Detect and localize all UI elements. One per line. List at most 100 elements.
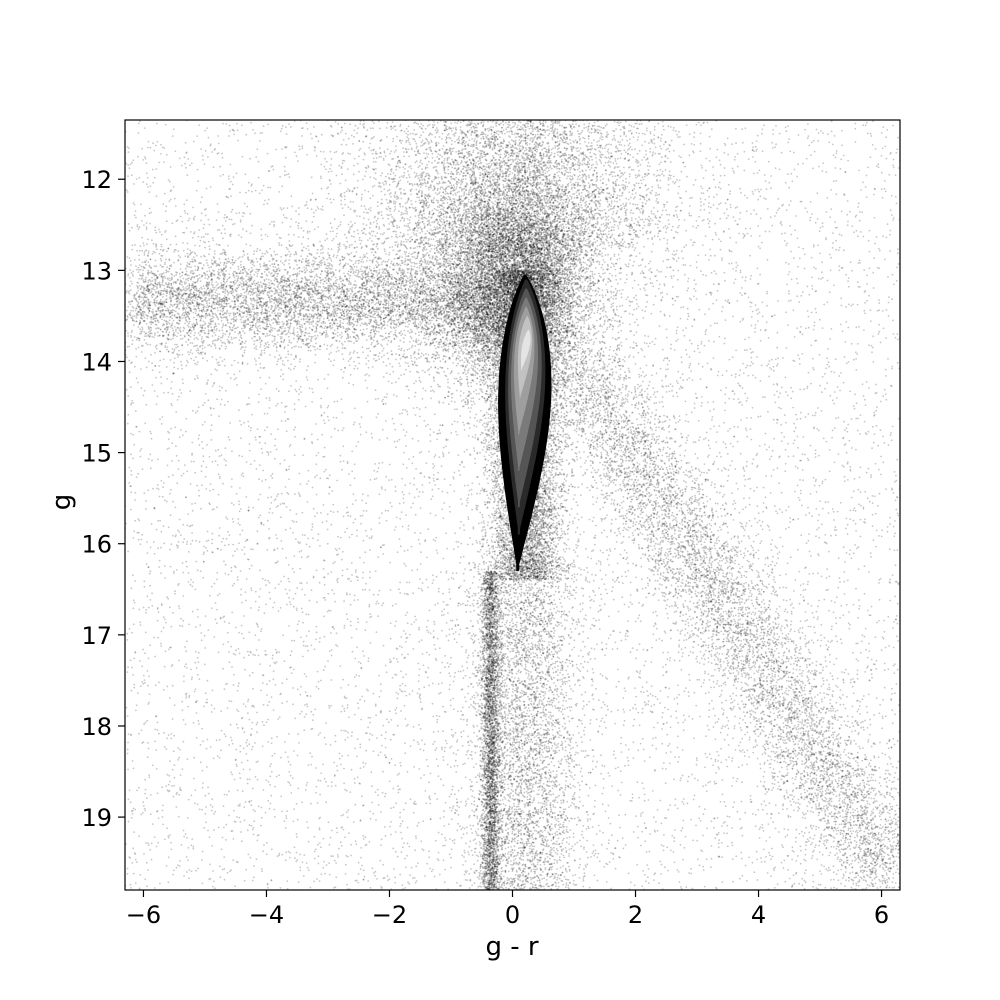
scatter-point — [800, 846, 802, 848]
scatter-point — [721, 842, 723, 844]
scatter-point — [872, 502, 874, 504]
scatter-point — [790, 556, 792, 558]
scatter-point — [761, 824, 763, 826]
scatter-point — [337, 123, 339, 125]
scatter-point — [154, 553, 156, 555]
scatter-point — [274, 587, 276, 589]
scatter-point — [405, 614, 407, 616]
scatter-point — [423, 686, 425, 688]
scatter-point — [737, 382, 739, 384]
scatter-point — [405, 802, 407, 804]
scatter-point — [628, 356, 630, 358]
scatter-point — [580, 611, 582, 613]
scatter-point — [452, 476, 454, 478]
scatter-point — [311, 388, 313, 390]
scatter-point — [249, 824, 251, 826]
scatter-point — [810, 709, 812, 711]
scatter-point — [159, 360, 161, 362]
scatter-point — [199, 245, 201, 247]
scatter-point — [589, 787, 591, 789]
scatter-point — [584, 872, 586, 874]
scatter-point — [579, 670, 581, 672]
scatter-point — [686, 124, 688, 126]
scatter-point — [360, 662, 362, 664]
scatter-point — [250, 122, 252, 124]
scatter-point — [351, 769, 353, 771]
scatter-point — [805, 849, 807, 851]
scatter-point — [599, 605, 601, 607]
scatter-point — [306, 821, 308, 823]
scatter-point — [715, 232, 717, 234]
scatter-point — [320, 405, 322, 407]
scatter-point — [769, 855, 771, 857]
scatter-point — [360, 148, 362, 150]
scatter-point — [207, 680, 209, 682]
scatter-point — [685, 230, 687, 232]
scatter-point — [814, 835, 816, 837]
scatter-point — [348, 224, 350, 226]
scatter-point — [219, 866, 221, 868]
scatter-point — [220, 549, 222, 551]
scatter-point — [832, 247, 834, 249]
scatter-point — [316, 570, 318, 572]
scatter-point — [667, 599, 669, 601]
scatter-point — [149, 644, 151, 646]
scatter-point — [336, 401, 338, 403]
scatter-point — [833, 372, 835, 374]
scatter-point — [563, 769, 565, 771]
scatter-point — [653, 625, 655, 627]
scatter-point — [451, 577, 453, 579]
scatter-point — [170, 359, 172, 361]
scatter-point — [825, 171, 827, 173]
scatter-point — [894, 692, 896, 694]
scatter-point — [683, 306, 685, 308]
scatter-point — [475, 831, 477, 833]
scatter-point — [287, 344, 289, 346]
scatter-point — [178, 757, 180, 759]
scatter-point — [646, 681, 648, 683]
scatter-point — [666, 149, 668, 151]
scatter-point — [781, 440, 783, 442]
scatter-point — [335, 876, 337, 878]
scatter-point — [274, 602, 276, 604]
scatter-point — [670, 850, 672, 852]
scatter-point — [717, 659, 719, 661]
scatter-point — [741, 827, 743, 829]
scatter-point — [478, 483, 480, 485]
scatter-point — [443, 784, 445, 786]
scatter-point — [168, 784, 170, 786]
scatter-point — [864, 593, 866, 595]
scatter-point — [198, 495, 200, 497]
scatter-point — [332, 504, 334, 506]
scatter-point — [813, 626, 815, 628]
scatter-point — [269, 775, 271, 777]
scatter-point — [775, 510, 777, 512]
scatter-point — [687, 287, 689, 289]
scatter-point — [444, 666, 446, 668]
scatter-point — [530, 879, 532, 881]
scatter-point — [221, 153, 223, 155]
scatter-point — [629, 305, 631, 307]
scatter-point — [194, 691, 196, 693]
scatter-point — [399, 365, 401, 367]
scatter-point — [637, 712, 639, 714]
scatter-point — [865, 124, 867, 126]
scatter-point — [403, 809, 405, 811]
scatter-point — [882, 310, 884, 312]
scatter-point — [330, 705, 332, 707]
scatter-point — [724, 337, 726, 339]
scatter-point — [227, 872, 229, 874]
scatter-point — [371, 433, 373, 435]
scatter-point — [661, 823, 663, 825]
scatter-point — [150, 813, 152, 815]
scatter-point — [269, 680, 271, 682]
scatter-point — [789, 271, 791, 273]
scatter-point — [634, 687, 636, 689]
scatter-point — [724, 280, 726, 282]
scatter-point — [524, 806, 526, 808]
scatter-point — [381, 604, 383, 606]
scatter-point — [411, 867, 413, 869]
scatter-point — [674, 756, 676, 758]
scatter-point — [751, 325, 753, 327]
scatter-point — [834, 714, 836, 716]
